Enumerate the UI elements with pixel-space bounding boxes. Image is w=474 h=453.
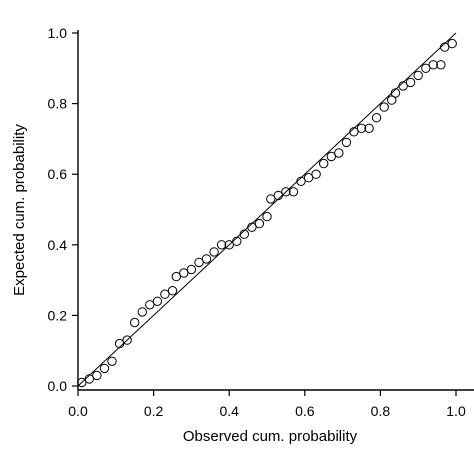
data-point bbox=[319, 158, 329, 169]
data-point bbox=[201, 254, 212, 264]
data-point bbox=[390, 88, 401, 98]
data-point bbox=[137, 307, 148, 317]
data-point bbox=[303, 173, 314, 183]
data-point bbox=[145, 300, 155, 310]
data-point bbox=[232, 236, 242, 247]
data-point bbox=[371, 113, 382, 123]
data-point bbox=[92, 370, 102, 381]
axes-layer bbox=[77, 30, 474, 391]
data-point bbox=[428, 60, 438, 70]
data-point bbox=[356, 123, 367, 134]
data-point bbox=[194, 257, 204, 268]
data-point bbox=[247, 222, 257, 232]
data-point bbox=[114, 338, 125, 349]
y-tick-label: 0.8 bbox=[48, 96, 68, 112]
data-point bbox=[171, 271, 182, 282]
y-tick-label: 0.2 bbox=[48, 307, 68, 323]
data-point bbox=[122, 335, 132, 345]
data-point bbox=[281, 187, 291, 197]
y-tick-label: 0.6 bbox=[48, 166, 68, 182]
data-point bbox=[99, 363, 110, 374]
data-point bbox=[334, 148, 344, 158]
data-point bbox=[398, 81, 408, 91]
data-point bbox=[436, 60, 446, 70]
y-tick-label: 0.0 bbox=[48, 378, 68, 394]
data-point bbox=[254, 218, 265, 229]
reference-line-layer bbox=[77, 32, 457, 387]
x-tick-label: 0.8 bbox=[371, 403, 391, 419]
data-point bbox=[209, 247, 219, 257]
data-point bbox=[84, 374, 95, 384]
data-point bbox=[387, 95, 397, 105]
data-point bbox=[341, 137, 352, 148]
data-point bbox=[421, 63, 431, 74]
x-tick-label: 0.2 bbox=[144, 403, 164, 419]
data-point bbox=[447, 38, 457, 49]
data-point bbox=[413, 70, 423, 81]
ticks-layer: 0.0 0.2 0.4 0.6 0.8 1.0 0.0 0.2 0.4 0.6 0.8 1.0 bbox=[48, 25, 466, 419]
x-tick-label: 0.0 bbox=[68, 403, 88, 419]
x-tick-label: 0.6 bbox=[295, 403, 315, 419]
data-point bbox=[364, 123, 374, 134]
data-point bbox=[349, 127, 359, 137]
reference-line bbox=[77, 32, 457, 387]
data-point bbox=[379, 102, 389, 112]
data-point bbox=[405, 77, 416, 88]
data-point bbox=[262, 211, 272, 222]
data-point bbox=[266, 194, 276, 204]
x-tick-label: 1.0 bbox=[446, 403, 466, 419]
data-point bbox=[152, 296, 163, 306]
data-point bbox=[440, 42, 450, 52]
y-tick-label: 1.0 bbox=[48, 25, 68, 41]
y-axis-title: Expected cum. probability bbox=[11, 124, 28, 296]
data-point bbox=[186, 264, 197, 275]
data-point bbox=[326, 151, 336, 162]
data-point bbox=[107, 356, 117, 366]
data-point bbox=[179, 268, 189, 278]
data-point bbox=[167, 286, 178, 296]
data-point bbox=[239, 229, 250, 239]
data-point bbox=[273, 190, 283, 201]
data-point bbox=[224, 240, 234, 250]
data-point bbox=[160, 289, 170, 299]
data-point bbox=[216, 240, 227, 250]
data-point bbox=[288, 187, 299, 197]
data-point bbox=[130, 317, 140, 328]
data-point bbox=[296, 176, 306, 187]
x-tick-label: 0.4 bbox=[219, 403, 239, 419]
y-tick-label: 0.4 bbox=[48, 237, 68, 253]
data-point bbox=[311, 169, 321, 179]
x-axis-title: Observed cum. probability bbox=[183, 428, 358, 445]
data-points-layer bbox=[77, 38, 457, 388]
